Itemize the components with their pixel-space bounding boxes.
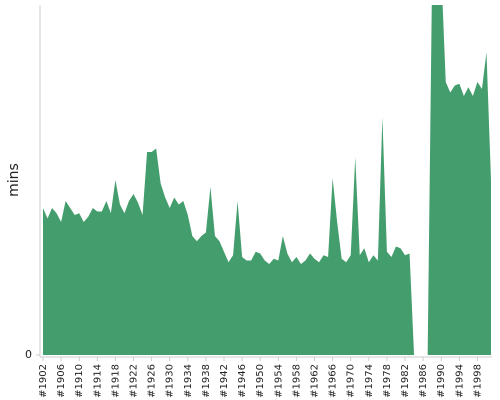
y-axis-label: mins — [6, 163, 22, 197]
x-tick-label: #1986 — [418, 364, 429, 398]
x-tick-label: #1942 — [219, 364, 230, 398]
x-tick-label: #1946 — [237, 364, 248, 398]
y-tick-label: 0 — [25, 348, 32, 361]
x-tick-label: #1926 — [147, 364, 158, 398]
x-tick-label: #1982 — [400, 364, 411, 398]
x-tick-label: #1922 — [129, 364, 140, 398]
x-tick-label: #1978 — [382, 364, 393, 398]
x-tick-label: #1990 — [436, 364, 447, 398]
x-tick-label: #1970 — [346, 364, 357, 398]
x-tick-label: #1958 — [291, 364, 302, 398]
x-tick-label: #1906 — [56, 364, 67, 398]
x-tick-label: #1998 — [472, 364, 483, 398]
x-tick-label: #1910 — [74, 364, 85, 398]
x-tick-label: #1954 — [273, 364, 284, 398]
x-tick-label: #1902 — [38, 364, 49, 398]
x-tick-label: #1918 — [110, 364, 121, 398]
area — [427, 5, 491, 355]
x-tick-label: #1930 — [165, 364, 176, 398]
x-tick-label: #1914 — [92, 364, 103, 398]
x-tick-label: #1994 — [454, 364, 465, 398]
x-tick-label: #1938 — [201, 364, 212, 398]
x-tick-label: #1966 — [328, 364, 339, 398]
x-tick-label: #1962 — [310, 364, 321, 398]
x-tick-label: #1974 — [364, 364, 375, 398]
area — [43, 117, 415, 355]
x-tick-label: #1950 — [255, 364, 266, 398]
x-tick-label: #1934 — [183, 364, 194, 398]
